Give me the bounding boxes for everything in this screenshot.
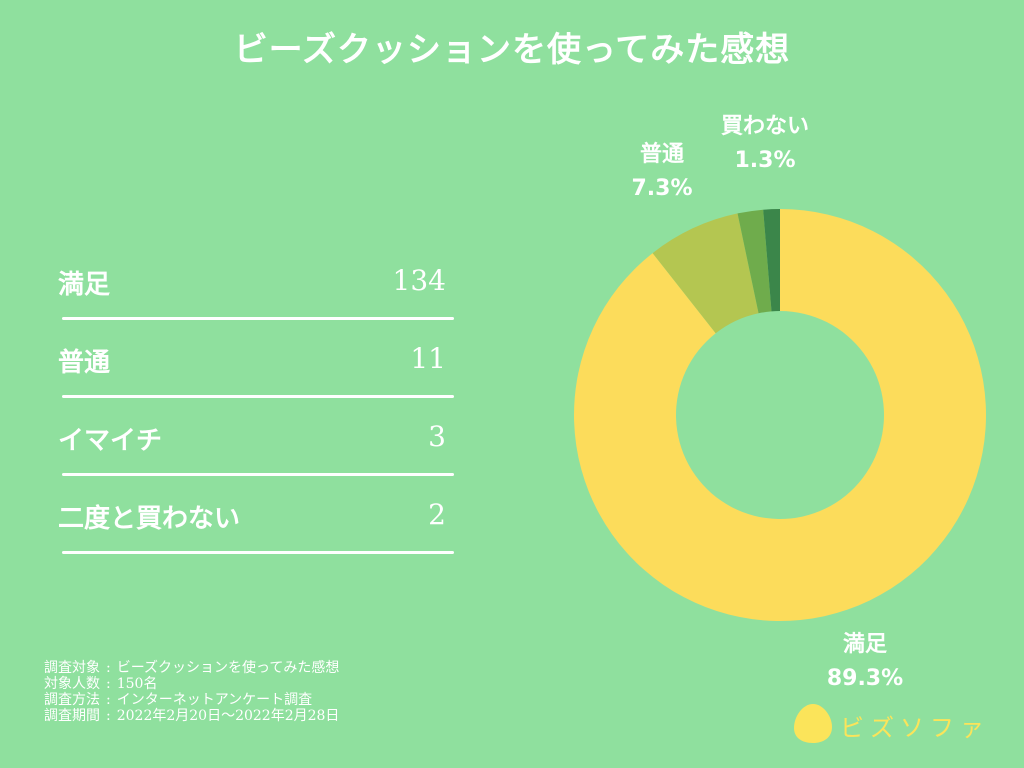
donut-slice-1 bbox=[652, 213, 759, 334]
footer-line: 対象人数:150名 bbox=[44, 676, 158, 692]
slice-name: 普通 bbox=[639, 142, 684, 167]
brand-logo: ビズソファ bbox=[790, 700, 990, 750]
slice-name: 買わない bbox=[720, 114, 809, 139]
footer-key: 調査期間 bbox=[44, 708, 100, 724]
row-divider bbox=[62, 395, 454, 398]
footer-key: 調査方法 bbox=[44, 692, 100, 708]
row-label: イマイチ bbox=[58, 426, 163, 456]
row-value: 2 bbox=[428, 498, 446, 531]
footer-line: 調査方法: インターネットアンケート調査 bbox=[44, 692, 313, 708]
footer-val: インターネットアンケート調査 bbox=[116, 692, 313, 708]
slice-label-futsuu: 普通 7.3% bbox=[612, 138, 712, 206]
row-label: 普通 bbox=[58, 348, 111, 378]
row-value: 3 bbox=[428, 420, 446, 453]
row-divider bbox=[62, 473, 454, 476]
results-table: 満足 134 普通 11 イマイチ 3 二度と買わない 2 bbox=[58, 248, 454, 560]
footer-val: 2022年2月20日～2022年2月28日 bbox=[116, 708, 340, 724]
chart-title: ビーズクッションを使ってみた感想 bbox=[233, 30, 791, 70]
slice-label-kawanai: 買わない 1.3% bbox=[700, 110, 830, 178]
slice-percent: 7.3% bbox=[631, 176, 693, 201]
footer-val: ビーズクッションを使ってみた感想 bbox=[116, 660, 340, 676]
row-divider bbox=[62, 551, 454, 554]
donut-slice-3 bbox=[763, 209, 780, 312]
table-row: 満足 134 bbox=[58, 248, 454, 326]
donut-slice-2 bbox=[737, 209, 772, 314]
brand-blob-icon bbox=[794, 704, 832, 743]
footer-key: 対象人数 bbox=[44, 676, 100, 692]
table-row: イマイチ 3 bbox=[58, 404, 454, 482]
row-divider bbox=[62, 317, 454, 320]
row-value: 134 bbox=[392, 264, 446, 297]
slice-label-manzoku: 満足 89.3% bbox=[810, 628, 920, 696]
slice-percent: 1.3% bbox=[734, 148, 796, 173]
survey-footer: 調査対象: ビーズクッションを使ってみた感想 対象人数:150名 調査方法: インタ… bbox=[44, 660, 339, 724]
brand-name: ビズソファ bbox=[840, 714, 990, 742]
footer-line: 調査期間:2022年2月20日～2022年2月28日 bbox=[44, 708, 340, 724]
donut-slice-0 bbox=[574, 209, 986, 621]
footer-key: 調査対象 bbox=[44, 660, 100, 676]
donut-chart bbox=[574, 209, 986, 621]
row-label: 二度と買わない bbox=[58, 504, 241, 534]
row-label: 満足 bbox=[58, 270, 111, 300]
slice-percent: 89.3% bbox=[826, 666, 904, 691]
row-value: 11 bbox=[410, 342, 446, 375]
footer-line: 調査対象: ビーズクッションを使ってみた感想 bbox=[44, 660, 340, 676]
table-row: 二度と買わない 2 bbox=[58, 482, 454, 560]
footer-val: 150名 bbox=[116, 676, 158, 692]
slice-name: 満足 bbox=[842, 632, 887, 657]
table-row: 普通 11 bbox=[58, 326, 454, 404]
